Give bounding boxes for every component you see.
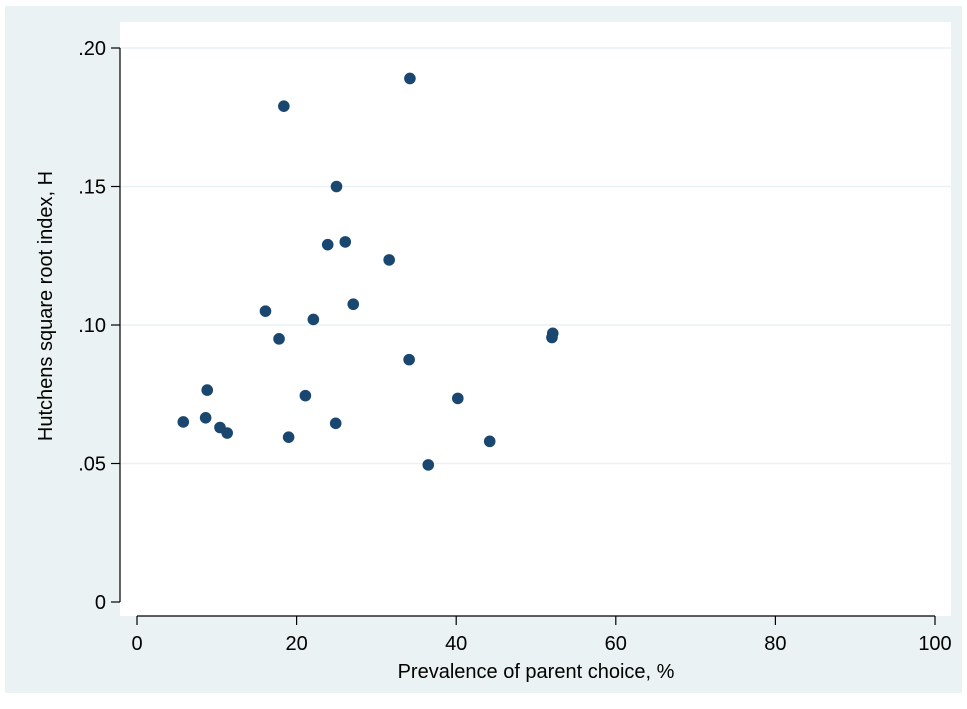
data-point	[299, 389, 312, 402]
data-point	[422, 459, 435, 471]
gridlines	[120, 47, 951, 465]
y-tick-label: .15	[78, 177, 106, 199]
x-tick-label: 80	[764, 633, 786, 655]
data-point	[273, 333, 285, 345]
x-tick-label: 20	[285, 633, 307, 655]
data-point	[347, 298, 360, 311]
data-point	[199, 411, 212, 424]
data-point	[330, 180, 343, 193]
x-tick-label: 0	[131, 633, 142, 655]
data-point	[278, 100, 290, 112]
data-point	[403, 353, 415, 366]
x-tick-label: 40	[445, 633, 467, 655]
plot-area	[120, 22, 951, 616]
y-tick-label: 0	[95, 592, 106, 614]
y-tick-label: .10	[78, 315, 106, 337]
data-points	[177, 72, 559, 471]
x-tick-label: 60	[605, 633, 627, 655]
data-point	[483, 435, 496, 448]
data-point	[307, 313, 320, 326]
y-tick-label: .05	[78, 454, 106, 476]
data-point	[404, 72, 416, 85]
data-point	[451, 392, 464, 405]
data-point	[329, 417, 342, 430]
data-point	[201, 384, 214, 396]
data-point	[259, 305, 272, 317]
data-point	[321, 238, 334, 251]
x-tick-label: 100	[918, 633, 951, 655]
x-axis-label: Prevalence of parent choice, %	[398, 661, 675, 683]
x-axis-ticks: 0 20 40 60 80 100	[131, 616, 952, 655]
data-point	[383, 254, 395, 266]
y-tick-label: .20	[78, 38, 106, 60]
y-axis-ticks: 0 .05 .10 .15 .20	[78, 38, 120, 614]
data-point	[221, 427, 233, 439]
y-axis-label: Hutchens square root index, H	[35, 171, 57, 441]
data-point	[339, 236, 352, 248]
data-point	[282, 431, 295, 443]
data-point	[177, 416, 190, 428]
data-point	[546, 327, 559, 340]
